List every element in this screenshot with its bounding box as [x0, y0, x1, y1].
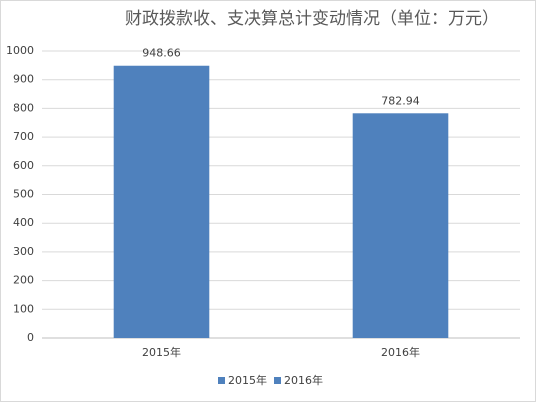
x-tick-label: 2015年: [142, 345, 181, 359]
y-tick-label: 600: [13, 159, 34, 172]
y-tick-label: 700: [13, 130, 34, 143]
y-tick-label: 500: [13, 188, 34, 201]
bar: [113, 65, 210, 338]
legend-label: 2016年: [284, 373, 323, 387]
y-tick-label: 900: [13, 73, 34, 86]
data-label: 782.94: [381, 94, 420, 107]
legend-swatch: [218, 377, 225, 384]
legend-label: 2015年: [228, 373, 267, 387]
chart-title: 财政拨款收、支决算总计变动情况（单位：万元）: [125, 9, 499, 29]
x-tick-label: 2016年: [381, 345, 420, 359]
y-tick-label: 100: [13, 302, 34, 315]
y-tick-label: 1000: [6, 44, 34, 57]
y-tick-label: 0: [27, 331, 34, 344]
y-tick-label: 400: [13, 216, 34, 229]
y-tick-label: 800: [13, 101, 34, 114]
y-tick-label: 300: [13, 245, 34, 258]
legend-swatch: [274, 377, 281, 384]
bar: [352, 113, 449, 338]
data-label: 948.66: [142, 47, 181, 60]
y-tick-label: 200: [13, 274, 34, 287]
